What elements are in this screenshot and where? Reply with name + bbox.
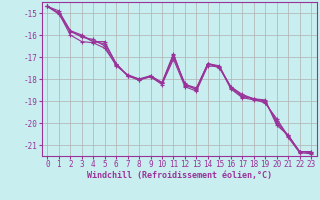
X-axis label: Windchill (Refroidissement éolien,°C): Windchill (Refroidissement éolien,°C) — [87, 171, 272, 180]
